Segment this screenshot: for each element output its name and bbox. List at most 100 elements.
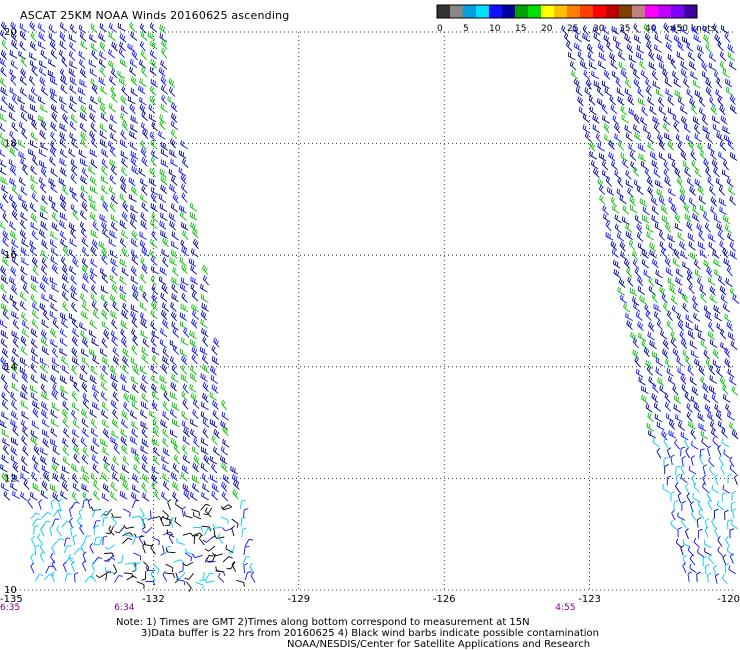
wind-barb: [41, 293, 50, 302]
wind-barb: [30, 363, 37, 374]
wind-barb: [131, 255, 139, 266]
wind-barb: [139, 231, 147, 240]
wind-barb: [598, 152, 607, 162]
wind-barb: [50, 499, 56, 510]
wind-barb: [49, 525, 54, 536]
wind-barb: [222, 556, 233, 563]
wind-barb: [124, 562, 136, 567]
wind-barb: [670, 330, 677, 342]
wind-barb: [647, 186, 654, 197]
wind-barb: [722, 384, 729, 395]
wind-barb: [11, 209, 18, 221]
wind-barb: [593, 32, 601, 43]
wind-barb: [40, 220, 48, 231]
wind-barb: [139, 284, 147, 295]
wind-barb: [639, 198, 648, 207]
wind-barb: [163, 391, 170, 402]
wind-barb: [646, 422, 655, 432]
wind-barb: [677, 231, 685, 242]
wind-barb: [102, 428, 110, 439]
wind-barb: [716, 77, 723, 89]
wind-barb: [610, 60, 618, 70]
wind-barb: [119, 58, 128, 68]
wind-barb: [691, 510, 697, 521]
wind-barb: [722, 393, 731, 403]
wind-barb: [231, 525, 236, 537]
wind-barb: [651, 351, 660, 360]
wind-barb: [628, 107, 636, 117]
wind-barb: [132, 335, 139, 347]
wind-barb: [682, 302, 689, 313]
wind-barb: [45, 565, 54, 574]
wind-barb: [130, 115, 139, 124]
wind-barb: [614, 123, 621, 134]
wind-barb: [120, 150, 129, 160]
wind-barb: [31, 319, 39, 329]
wind-barb: [102, 516, 109, 527]
wind-barb: [91, 337, 99, 347]
wind-barb: [39, 551, 45, 563]
wind-barb: [730, 519, 739, 530]
wind-barb: [71, 491, 78, 502]
scale-unit-label: >50 knots: [669, 24, 716, 34]
wind-barb: [702, 482, 709, 493]
wind-barb: [691, 25, 699, 35]
wind-barb: [119, 275, 127, 286]
wind-barb: [78, 95, 87, 105]
scale-segment: [515, 5, 528, 18]
wind-barb: [110, 165, 118, 176]
wind-barb: [597, 142, 605, 152]
wind-barb: [705, 78, 713, 89]
wind-barb: [612, 204, 620, 214]
wind-barb: [649, 105, 657, 116]
wind-barb: [592, 124, 600, 134]
wind-barb: [724, 224, 733, 234]
wind-barb: [20, 67, 27, 79]
wind-barb: [159, 203, 168, 212]
wind-barb: [670, 25, 679, 34]
wind-barb: [49, 328, 57, 338]
wind-barb: [199, 571, 205, 582]
wind-barb: [126, 575, 137, 581]
wind-barb: [219, 455, 228, 465]
wind-barb: [3, 444, 10, 455]
wind-barb: [89, 148, 98, 158]
wind-barb: [62, 185, 69, 196]
wind-barb: [19, 357, 28, 366]
wind-barb: [697, 142, 704, 153]
wind-barb: [729, 195, 736, 206]
wind-barb: [602, 115, 610, 124]
wind-barb: [30, 391, 38, 402]
wind-barb: [658, 61, 667, 71]
wind-barb: [203, 527, 213, 536]
wind-barb: [176, 579, 186, 586]
wind-barb: [681, 36, 690, 45]
wind-barb: [10, 266, 17, 277]
wind-barb: [150, 309, 158, 320]
wind-barb: [41, 480, 48, 491]
wind-barb: [91, 572, 97, 583]
wind-barb: [50, 140, 57, 151]
wind-barb: [111, 283, 118, 294]
wind-barb: [203, 578, 215, 584]
wind-barb: [57, 508, 62, 519]
wind-barb: [668, 419, 676, 430]
wind-barb: [148, 113, 157, 123]
wind-barb: [250, 571, 256, 583]
wind-barb: [651, 214, 659, 224]
wind-barb: [151, 346, 160, 356]
wind-barb: [659, 286, 666, 297]
wind-barb: [0, 419, 7, 429]
wind-barb: [178, 150, 187, 159]
wind-barb: [665, 88, 673, 98]
wind-barb: [153, 563, 160, 575]
wind-barb: [211, 355, 220, 366]
wind-barb: [705, 167, 712, 178]
wind-barb: [82, 398, 90, 410]
wind-barb: [69, 506, 74, 518]
wind-barb: [717, 96, 724, 107]
wind-barb: [130, 204, 139, 214]
wind-barb: [122, 537, 133, 544]
wind-barb: [69, 265, 77, 275]
wind-barb: [625, 179, 634, 189]
